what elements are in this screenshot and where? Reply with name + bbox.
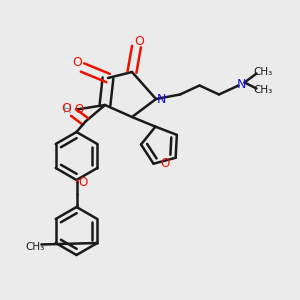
Text: O: O [61, 102, 71, 116]
Text: CH₃: CH₃ [254, 67, 273, 77]
Text: O: O [72, 56, 82, 70]
Text: O: O [135, 34, 144, 48]
Text: N: N [237, 77, 246, 91]
Text: CH₃: CH₃ [25, 242, 44, 253]
Text: O: O [79, 176, 88, 189]
Text: H: H [63, 103, 72, 116]
Text: N: N [157, 93, 166, 106]
Text: CH₃: CH₃ [254, 85, 273, 95]
Text: O: O [160, 157, 169, 170]
Text: O: O [74, 103, 84, 116]
